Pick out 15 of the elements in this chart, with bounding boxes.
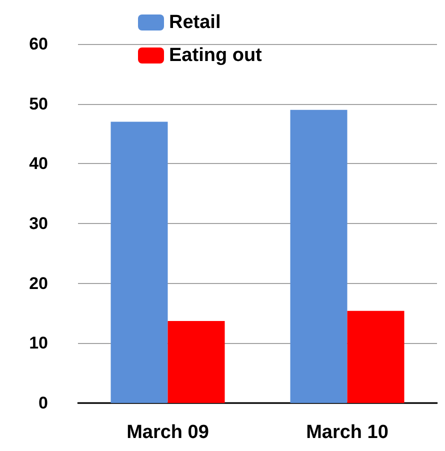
y-tick-label: 40 <box>29 154 48 174</box>
y-tick-label: 10 <box>29 334 48 353</box>
x-tick-label: March 10 <box>306 422 388 443</box>
bar <box>347 310 404 403</box>
y-tick-label: 30 <box>29 214 48 233</box>
bar <box>168 321 225 403</box>
bar <box>110 122 168 403</box>
y-tick-label: 0 <box>38 394 48 412</box>
y-tick-label: 50 <box>29 94 48 114</box>
y-tick-label: 20 <box>29 274 48 293</box>
x-tick-label: March 09 <box>126 422 209 443</box>
legend-label: Retail <box>169 12 221 33</box>
y-tick-label: 60 <box>29 34 48 54</box>
legend-label: Eating out <box>169 45 263 66</box>
bar <box>290 110 348 403</box>
